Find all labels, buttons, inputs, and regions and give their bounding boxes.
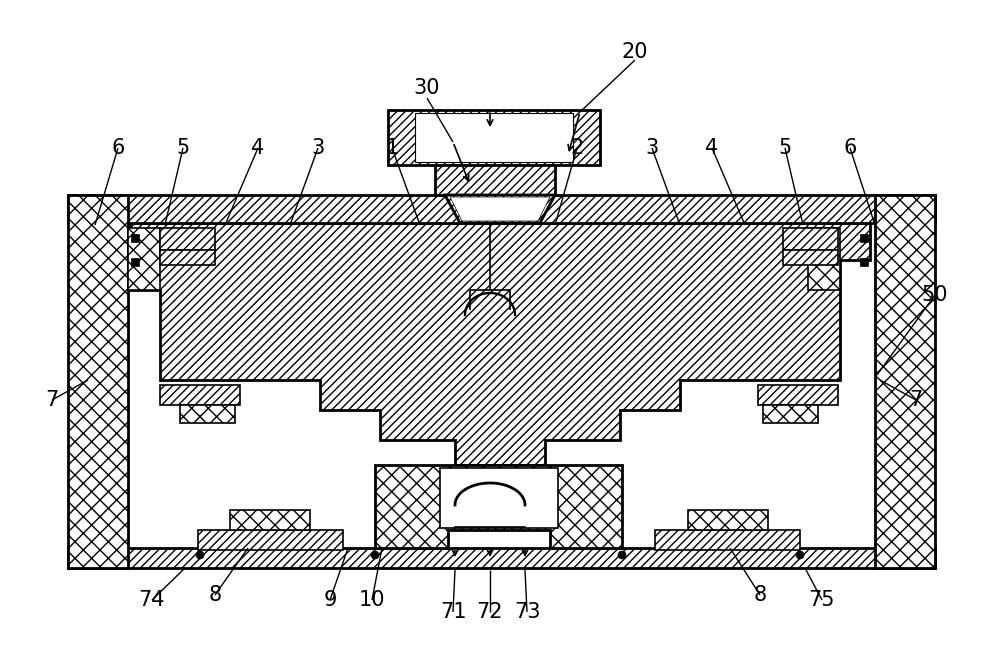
Polygon shape [435, 165, 555, 195]
Bar [783, 250, 838, 265]
Text: 72: 72 [477, 602, 503, 622]
Bar [860, 258, 868, 266]
Bar [808, 228, 840, 290]
Text: 9: 9 [323, 590, 337, 610]
Bar [68, 548, 935, 568]
Circle shape [196, 551, 204, 559]
Text: 5: 5 [778, 138, 792, 158]
Bar [763, 405, 818, 423]
Bar [68, 195, 935, 223]
Polygon shape [130, 223, 870, 465]
Bar [758, 385, 838, 405]
Bar [131, 258, 139, 266]
Text: 3: 3 [645, 138, 659, 158]
Polygon shape [445, 195, 555, 223]
Text: 4: 4 [251, 138, 265, 158]
Polygon shape [450, 197, 550, 221]
Text: 74: 74 [139, 590, 165, 610]
Text: 5: 5 [176, 138, 190, 158]
Text: 2: 2 [570, 138, 584, 158]
Bar [440, 468, 558, 528]
Polygon shape [388, 110, 600, 165]
Text: 10: 10 [359, 590, 385, 610]
Bar [68, 195, 128, 568]
Text: 75: 75 [809, 590, 835, 610]
Text: 6: 6 [111, 138, 125, 158]
Text: 7: 7 [45, 390, 59, 410]
Bar [860, 234, 868, 242]
Bar [655, 530, 800, 550]
Circle shape [796, 551, 804, 559]
Circle shape [371, 551, 379, 559]
Bar [875, 195, 935, 568]
Bar [160, 228, 215, 250]
Text: 20: 20 [622, 42, 648, 62]
Polygon shape [415, 113, 573, 162]
Text: 7: 7 [909, 390, 923, 410]
Text: 3: 3 [311, 138, 325, 158]
Text: 8: 8 [753, 585, 767, 605]
Bar [160, 250, 215, 265]
Text: 4: 4 [705, 138, 719, 158]
Bar [198, 530, 343, 550]
Bar [783, 228, 838, 250]
Bar [131, 234, 139, 242]
Text: 8: 8 [208, 585, 222, 605]
Bar [128, 228, 160, 290]
Text: 73: 73 [514, 602, 540, 622]
Bar [160, 385, 240, 405]
Bar [688, 510, 768, 530]
Polygon shape [375, 465, 622, 548]
Text: 6: 6 [843, 138, 857, 158]
Text: 30: 30 [414, 78, 440, 98]
Bar [180, 405, 235, 423]
Text: 71: 71 [440, 602, 466, 622]
Text: 1: 1 [385, 138, 399, 158]
Circle shape [618, 551, 626, 559]
Bar [230, 510, 310, 530]
Text: 50: 50 [922, 285, 948, 305]
